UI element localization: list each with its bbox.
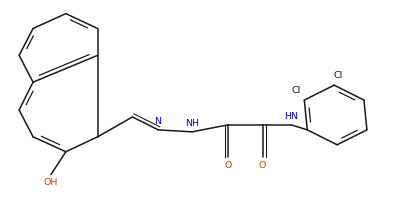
Text: HN: HN (284, 112, 298, 121)
Text: NH: NH (185, 119, 199, 128)
Text: Cl: Cl (292, 86, 301, 95)
Text: N: N (154, 117, 161, 126)
Text: O: O (224, 161, 232, 170)
Text: OH: OH (44, 178, 58, 187)
Text: Cl: Cl (333, 71, 343, 80)
Text: O: O (259, 161, 266, 170)
